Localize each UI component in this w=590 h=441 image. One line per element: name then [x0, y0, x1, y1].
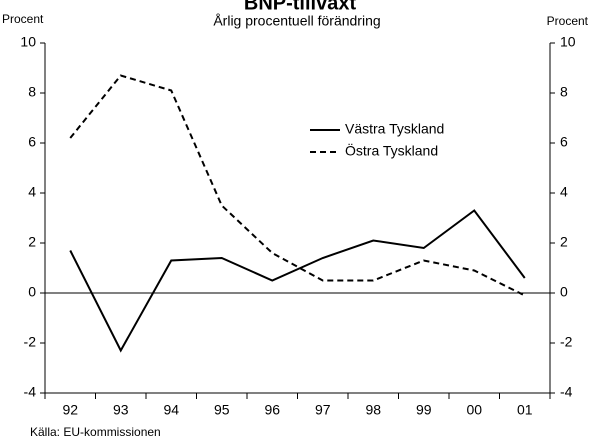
y2-tick-label: -4 [560, 384, 573, 400]
source: Källa: EU-kommissionen [30, 425, 161, 439]
x-tick-label: 97 [315, 402, 331, 418]
y-tick-label: 10 [20, 34, 36, 50]
x-tick-label: 92 [62, 402, 78, 418]
y-tick-label: -4 [24, 384, 37, 400]
y-tick-label: 4 [28, 184, 36, 200]
series-line [69, 209, 526, 353]
legend-label: Östra Tyskland [345, 142, 438, 159]
x-tick-label: 94 [163, 402, 179, 418]
y-tick-label: 0 [28, 284, 36, 300]
chart-subtitle: Årlig procentuell förändring [213, 13, 380, 29]
x-tick-label: 01 [517, 402, 533, 418]
chart-title: BNP-tillväxt [244, 0, 357, 14]
y2-tick-label: -2 [560, 334, 573, 350]
y2-tick-label: 6 [560, 134, 568, 150]
y-tick-label: -2 [24, 334, 37, 350]
y-tick-label: 6 [28, 134, 36, 150]
x-tick-label: 99 [416, 402, 432, 418]
y-tick-label: 8 [28, 84, 36, 100]
y2-tick-label: 0 [560, 284, 568, 300]
y2-tick-label: 8 [560, 84, 568, 100]
y2-tick-label: 4 [560, 184, 568, 200]
series-line [69, 74, 526, 297]
legend-label: Västra Tyskland [345, 121, 444, 137]
y-axis-label: Procent [2, 12, 44, 26]
y-tick-label: 2 [28, 234, 36, 250]
y2-tick-label: 10 [560, 34, 576, 50]
x-tick-label: 00 [466, 402, 482, 418]
x-tick-label: 95 [214, 402, 230, 418]
x-tick-label: 96 [264, 402, 280, 418]
x-tick-label: 93 [113, 402, 129, 418]
y2-axis-label: Procent [547, 14, 589, 28]
x-tick-label: 98 [365, 402, 381, 418]
y2-tick-label: 2 [560, 234, 568, 250]
